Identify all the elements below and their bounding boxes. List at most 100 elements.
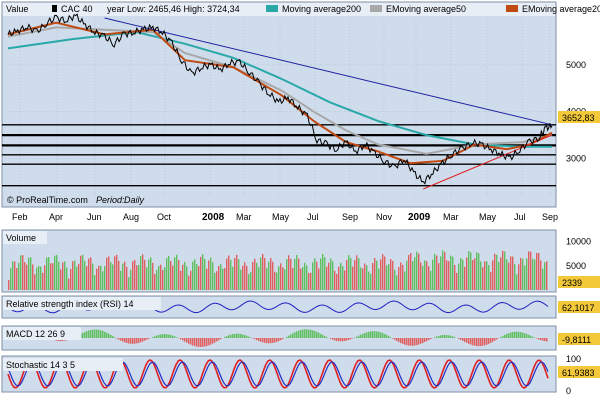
- macd-bar-238: [484, 338, 486, 346]
- x-tick-4: Oct: [157, 212, 172, 222]
- volume-bar-195: [398, 267, 400, 290]
- volume-tick-5000: 5000: [566, 261, 586, 271]
- volume-bar-135: [278, 266, 280, 290]
- volume-bar-191: [390, 258, 392, 290]
- volume-last-tag: [558, 276, 600, 288]
- macd-bar-260: [528, 334, 530, 338]
- price-grid: [2, 18, 556, 196]
- volume-bar-167: [342, 266, 344, 290]
- volume-bar-105: [218, 266, 220, 290]
- macd-bar-69: [146, 338, 148, 340]
- macd-bar-255: [518, 331, 520, 338]
- price-legend-swatch: [52, 5, 57, 12]
- volume-bar-128: [264, 258, 266, 290]
- price-tick-3000: 3000: [566, 154, 586, 164]
- macd-bar-163: [334, 338, 336, 341]
- volume-bar-257: [522, 258, 524, 290]
- volume-bar-223: [454, 264, 456, 290]
- volume-bar-212: [432, 259, 434, 290]
- ema20-legend-swatch: [506, 5, 518, 12]
- macd-bar-220: [448, 335, 450, 338]
- volume-bar-119: [246, 265, 248, 290]
- volume-bar-82: [172, 265, 174, 290]
- volume-bar-145: [298, 258, 300, 290]
- macd-bar-198: [404, 338, 406, 345]
- volume-bar-215: [438, 263, 440, 290]
- volume-bar-25: [58, 261, 60, 290]
- volume-bar-176: [360, 267, 362, 290]
- macd-bar-237: [482, 338, 484, 346]
- x-axis-band: [2, 208, 556, 224]
- volume-bar-11: [30, 257, 32, 290]
- price-lines: [7, 13, 553, 190]
- volume-bar-109: [226, 258, 228, 290]
- volume-title: Volume: [6, 233, 36, 243]
- macd-bar-59: [126, 338, 128, 344]
- macd-bar-87: [182, 338, 184, 341]
- x-tick-6: Mar: [236, 212, 252, 222]
- macd-bar-266: [540, 338, 542, 341]
- volume-bar-207: [422, 265, 424, 290]
- macd-bar-56: [120, 338, 122, 341]
- volume-bar-219: [446, 260, 448, 290]
- price-panel-border: [1, 1, 557, 208]
- macd-bar-92: [192, 338, 194, 346]
- macd-title: MACD 12 26 9: [6, 329, 65, 339]
- volume-bar-63: [134, 259, 136, 290]
- macd-bar-39: [86, 331, 88, 338]
- volume-bar-259: [526, 258, 528, 290]
- volume-bar-170: [348, 255, 350, 290]
- volume-bar-41: [90, 257, 92, 290]
- volume-bar-47: [102, 271, 104, 290]
- volume-bar-194: [396, 275, 398, 290]
- macd-bar-126: [260, 338, 262, 342]
- rsi-last-tag: [558, 301, 600, 313]
- macd-bar-252: [512, 332, 514, 338]
- macd-bar-226: [460, 338, 462, 340]
- volume-bar-50: [108, 256, 110, 290]
- volume-bar-58: [124, 261, 126, 290]
- volume-bar-217: [442, 250, 444, 290]
- macd-bar-262: [532, 336, 534, 338]
- volume-bar-45: [98, 265, 100, 290]
- macd-bar-258: [524, 333, 526, 338]
- macd-bar-214: [436, 336, 438, 338]
- volume-bar-258: [524, 265, 526, 290]
- volume-tick-10000: 10000: [566, 237, 591, 247]
- macd-bar-254: [516, 331, 518, 338]
- volume-bar-10: [28, 257, 30, 290]
- volume-y-axis: 5000 10000: [566, 237, 591, 271]
- macd-bar-181: [370, 331, 372, 338]
- macd-bar-267: [542, 338, 544, 341]
- macd-bar-205: [418, 338, 420, 345]
- volume-bar-88: [184, 261, 186, 290]
- volume-bar-158: [324, 257, 326, 290]
- volume-bar-32: [72, 261, 74, 290]
- volume-bar-16: [40, 266, 42, 290]
- volume-bar-49: [106, 257, 108, 290]
- macd-bar-210: [428, 338, 430, 341]
- instrument-label: CAC 40: [61, 4, 93, 14]
- macd-bar-110: [228, 335, 230, 338]
- macd-bar-117: [242, 334, 244, 338]
- price-tick-5000: 5000: [566, 60, 586, 70]
- volume-bar-144: [296, 255, 298, 290]
- macd-bar-177: [362, 333, 364, 338]
- macd-bar-190: [388, 336, 390, 338]
- macd-bar-176: [360, 334, 362, 338]
- macd-bar-118: [244, 335, 246, 338]
- volume-bar-143: [294, 259, 296, 290]
- volume-bar-56: [120, 270, 122, 290]
- x-tick-12: Mar: [443, 212, 459, 222]
- macd-bar-83: [174, 336, 176, 338]
- volume-bar-37: [82, 254, 84, 290]
- volume-bar-67: [142, 254, 144, 290]
- macd-bar-193: [394, 338, 396, 340]
- volume-bar-173: [354, 260, 356, 290]
- macd-bar-52: [112, 336, 114, 338]
- macd-bar-246: [500, 337, 502, 338]
- volume-bar-202: [412, 261, 414, 290]
- macd-bar-101: [210, 338, 212, 345]
- macd-bar-213: [434, 337, 436, 338]
- volume-bar-149: [306, 265, 308, 290]
